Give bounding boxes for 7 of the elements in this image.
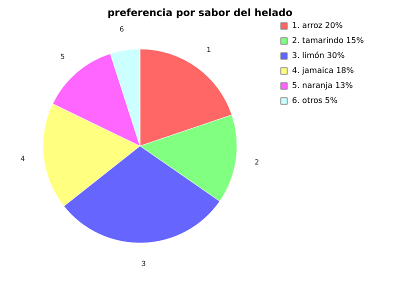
legend-label: 6. otros 5% <box>292 96 338 105</box>
legend-label: 4. jamaica 18% <box>292 66 354 75</box>
legend-label: 2. tamarindo 15% <box>292 36 364 45</box>
legend-label: 3. limón 30% <box>292 51 346 60</box>
legend-label: 1. arroz 20% <box>292 21 344 30</box>
legend-label: 5. naranja 13% <box>292 81 354 90</box>
chart-title: preferencia por sabor del helado <box>108 8 293 19</box>
